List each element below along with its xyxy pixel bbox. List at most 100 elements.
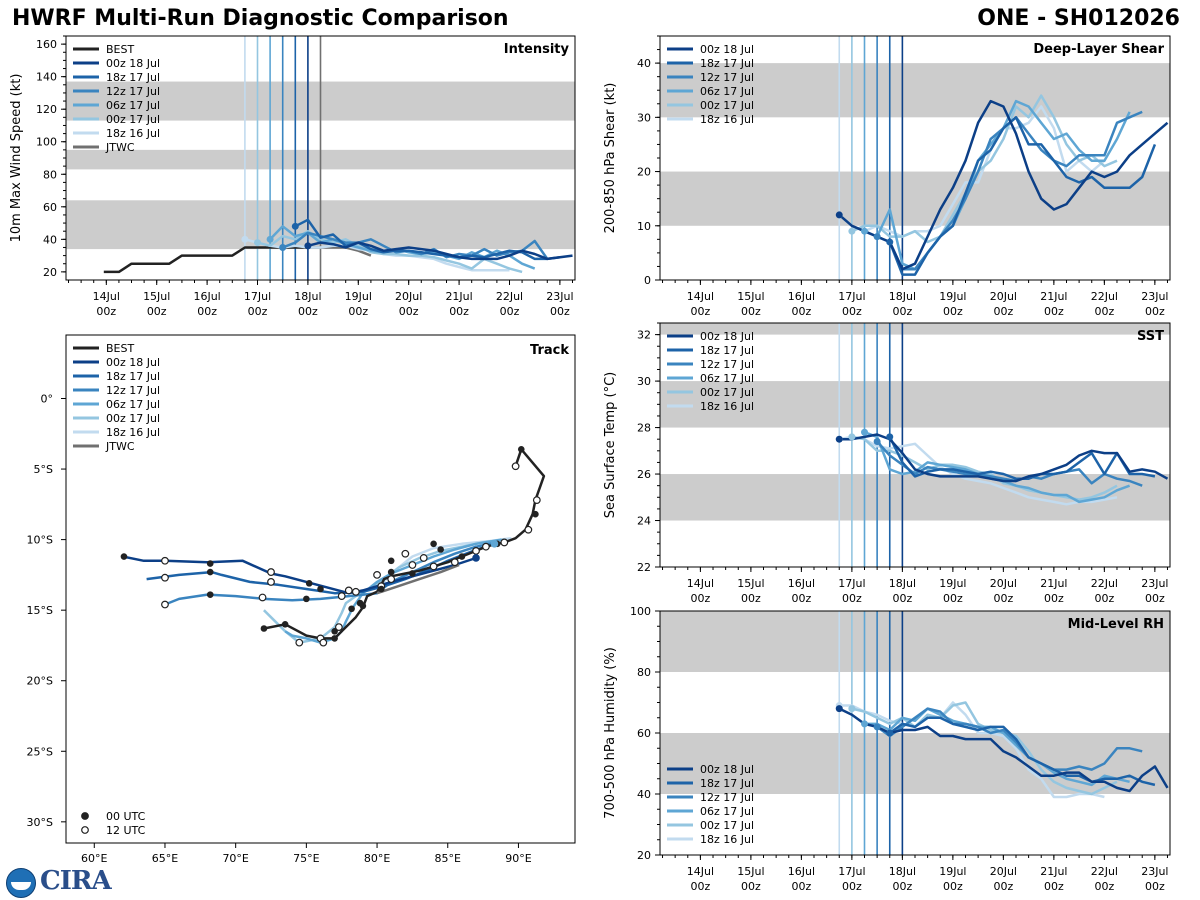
panel-title: Deep-Layer Shear bbox=[1033, 42, 1164, 57]
init-marker bbox=[886, 238, 894, 246]
track-point-00utc bbox=[348, 605, 355, 613]
track-point-12utc bbox=[258, 593, 267, 602]
legend-label: 12z 17 Jul bbox=[700, 358, 754, 371]
y-tick-label: 20 bbox=[43, 266, 57, 279]
x-tick-date: 22Jul bbox=[1091, 577, 1118, 590]
plot-area bbox=[660, 323, 1170, 567]
x-tick-date: 19Jul bbox=[345, 290, 372, 303]
track-point-00utc bbox=[260, 625, 268, 632]
track-point-12utc bbox=[482, 542, 490, 551]
series-line-18z-17-jul bbox=[888, 116, 1157, 276]
track-point-00utc bbox=[430, 540, 437, 548]
legend-label: JTWC bbox=[105, 440, 135, 453]
x-tick-date: 21Jul bbox=[1040, 577, 1067, 590]
init-marker bbox=[848, 227, 856, 235]
legend-label: 00z 17 Jul bbox=[700, 386, 754, 399]
y-tick-label: 0° bbox=[41, 393, 54, 406]
x-tick-date: 18Jul bbox=[889, 290, 916, 303]
track-point-12utc bbox=[429, 562, 438, 571]
y-tick-label: 100 bbox=[630, 605, 651, 618]
y-tick-label: 25°S bbox=[27, 745, 53, 758]
track-point-12utc bbox=[295, 638, 304, 647]
x-tick-date: 15Jul bbox=[737, 577, 764, 590]
threshold-band bbox=[660, 323, 1170, 335]
legend-label: 00z 17 Jul bbox=[700, 819, 754, 832]
y-tick-label: 40 bbox=[43, 233, 57, 246]
panel-title: Mid-Level RH bbox=[1068, 617, 1164, 632]
cira-logo-text: CIRA bbox=[40, 866, 112, 896]
init-marker bbox=[886, 729, 894, 737]
track-point-12utc bbox=[524, 525, 533, 534]
x-tick-hour: 00z bbox=[943, 880, 963, 893]
track-point-00utc bbox=[517, 446, 525, 453]
track-point-12utc bbox=[450, 558, 459, 567]
marker-legend-label: 00 UTC bbox=[106, 810, 146, 823]
track-point-00utc bbox=[317, 585, 324, 593]
x-tick-date: 18Jul bbox=[889, 577, 916, 590]
y-tick-label: 40 bbox=[637, 57, 651, 70]
x-tick-date: 17Jul bbox=[838, 290, 865, 303]
legend-label: 06z 17 Jul bbox=[106, 99, 160, 112]
x-tick-hour: 00z bbox=[943, 592, 963, 605]
y-tick-label: 15°S bbox=[27, 604, 53, 617]
x-tick-hour: 00z bbox=[943, 305, 963, 318]
x-tick-hour: 00z bbox=[892, 305, 912, 318]
threshold-band bbox=[660, 611, 1170, 672]
plot-area bbox=[660, 611, 1170, 855]
x-tick-date: 19Jul bbox=[939, 290, 966, 303]
legend-label: 12z 17 Jul bbox=[106, 384, 160, 397]
x-tick-date: 16Jul bbox=[788, 290, 815, 303]
track-point-00utc bbox=[356, 599, 364, 607]
y-tick-label: 32 bbox=[637, 329, 651, 342]
legend-label: 06z 17 Jul bbox=[700, 372, 754, 385]
x-tick-hour: 00z bbox=[842, 880, 862, 893]
threshold-band bbox=[660, 381, 1170, 428]
series-line-06z-17-jul bbox=[864, 707, 1130, 787]
panel-rh: 20 40 60 80 100 14Jul 00z 15Jul 00z 16Jul 00z 17Jul… bbox=[603, 605, 1171, 893]
x-tick-date: 16Jul bbox=[193, 290, 220, 303]
x-tick-hour: 00z bbox=[791, 880, 811, 893]
x-tick-hour: 00z bbox=[691, 880, 711, 893]
x-tick-label: 85°E bbox=[435, 852, 461, 865]
x-tick-date: 23Jul bbox=[1141, 577, 1168, 590]
axes-frame bbox=[65, 334, 576, 844]
x-tick-label: 80°E bbox=[364, 852, 390, 865]
x-tick-hour: 00z bbox=[741, 880, 761, 893]
x-tick-hour: 00z bbox=[1044, 305, 1064, 318]
x-tick-hour: 00z bbox=[892, 592, 912, 605]
x-tick-hour: 00z bbox=[691, 592, 711, 605]
track-point-12utc bbox=[419, 554, 428, 562]
plot-area bbox=[660, 36, 1170, 280]
x-tick-label: 70°E bbox=[222, 852, 248, 865]
x-tick-date: 16Jul bbox=[788, 577, 815, 590]
y-tick-label: 140 bbox=[36, 71, 57, 84]
x-tick-hour: 00z bbox=[147, 305, 167, 318]
x-tick-hour: 00z bbox=[348, 305, 368, 318]
threshold-band bbox=[660, 63, 1170, 118]
series-line-00z-18-jul bbox=[838, 707, 1169, 793]
x-tick-hour: 00z bbox=[842, 592, 862, 605]
series-line-00z-18-jul bbox=[838, 99, 1169, 271]
track-init-point bbox=[472, 554, 480, 562]
y-tick-label: 10 bbox=[637, 220, 651, 233]
x-tick-hour: 00z bbox=[1094, 592, 1114, 605]
x-tick-hour: 00z bbox=[1145, 305, 1165, 318]
cira-logo: CIRA bbox=[4, 866, 114, 898]
track-point-00utc bbox=[331, 635, 338, 642]
x-tick-date: 20Jul bbox=[990, 290, 1017, 303]
x-tick-date: 20Jul bbox=[990, 865, 1017, 878]
track-point-00utc bbox=[281, 620, 289, 628]
x-tick-date: 14Jul bbox=[687, 865, 714, 878]
legend-label: 18z 17 Jul bbox=[106, 370, 160, 383]
legend-label: 18z 16 Jul bbox=[700, 833, 754, 846]
track-line-06z-17-jul bbox=[284, 538, 502, 644]
legend-label: 00z 18 Jul bbox=[700, 763, 754, 776]
y-axis-label: 200-850 hPa Shear (kt) bbox=[603, 83, 618, 234]
legend-label: 18z 16 Jul bbox=[106, 127, 160, 140]
x-tick-date: 21Jul bbox=[1040, 290, 1067, 303]
legend-label: 18z 17 Jul bbox=[700, 777, 754, 790]
x-tick-date: 15Jul bbox=[737, 290, 764, 303]
legend-label: 18z 16 Jul bbox=[700, 400, 754, 413]
init-marker bbox=[835, 211, 843, 219]
